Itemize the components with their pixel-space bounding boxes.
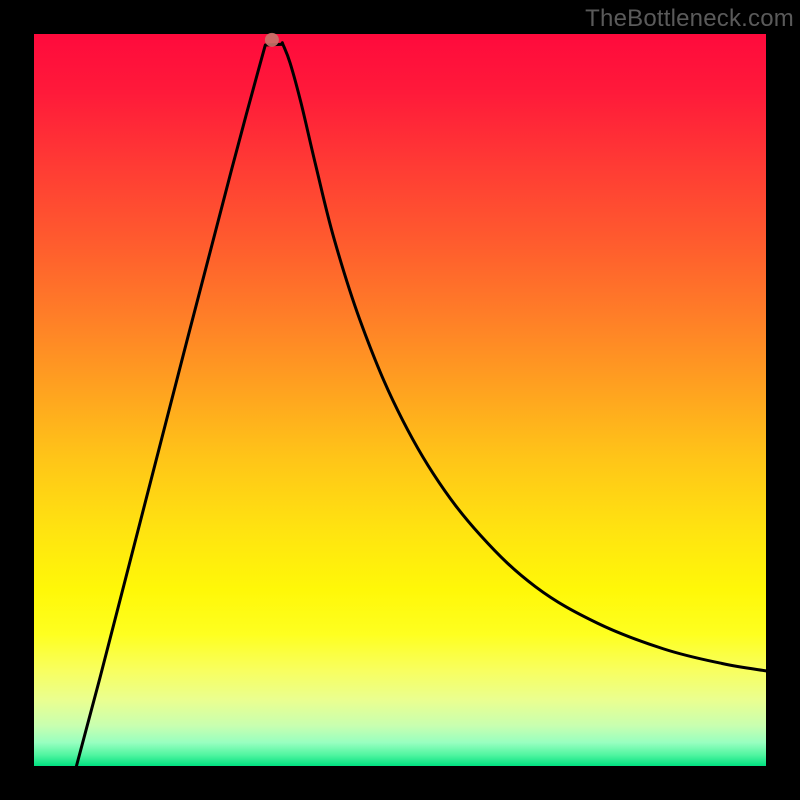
watermark-text: TheBottleneck.com xyxy=(585,5,794,33)
optimum-marker xyxy=(265,33,279,47)
bottleneck-chart xyxy=(0,0,800,800)
chart-background-gradient xyxy=(34,34,766,766)
chart-frame: TheBottleneck.com xyxy=(0,0,800,800)
